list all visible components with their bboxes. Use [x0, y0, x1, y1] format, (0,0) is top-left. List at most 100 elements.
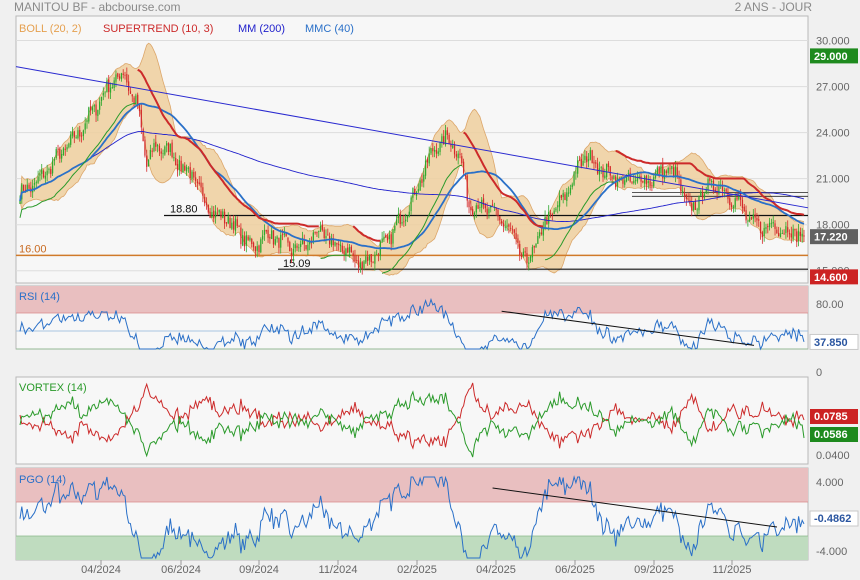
candle-body [584, 155, 586, 161]
candle-body [341, 245, 343, 252]
candle-body [233, 221, 235, 230]
pgo-plot: PGO (14) 4.000 -4.000 -0.4862 [16, 468, 859, 560]
candle-body [218, 209, 220, 213]
candle-body [319, 225, 322, 232]
pgo-tick-label: -4.000 [816, 546, 847, 558]
candle-body [792, 228, 794, 239]
candle-body [602, 167, 604, 178]
candle-body [142, 128, 144, 142]
candle-body [41, 169, 43, 174]
candle-body [312, 232, 314, 243]
candle-body [589, 150, 591, 160]
candle-body [26, 184, 28, 190]
candle-body [622, 178, 624, 184]
candle-body [644, 176, 646, 184]
candle-body [625, 175, 628, 182]
price-tag-text: 14.600 [814, 272, 848, 284]
candle-body [426, 159, 429, 163]
candle-body [653, 177, 655, 187]
candle-body [225, 222, 228, 224]
candle-body [674, 166, 677, 178]
candle-body [401, 222, 403, 224]
candle-body [122, 73, 124, 75]
candle-body [682, 190, 684, 192]
level-label: 15.09 [283, 258, 311, 270]
candle-body [472, 209, 474, 215]
candle-body [191, 171, 193, 180]
candle-body [663, 170, 666, 179]
candle-body [187, 167, 190, 169]
candle-body [220, 211, 222, 218]
candle-body [517, 238, 519, 243]
candle-body [636, 177, 639, 182]
candle-body [70, 134, 72, 145]
candle-body [734, 198, 736, 208]
x-tick-label: 09/2024 [239, 564, 279, 576]
candle-body [548, 212, 550, 224]
candle-body [578, 159, 581, 161]
candle-body [151, 150, 153, 152]
candle-body [95, 104, 97, 116]
candle-body [439, 141, 441, 152]
candle-body [117, 73, 119, 77]
candle-body [473, 212, 476, 215]
price-tag [810, 48, 858, 64]
candle-body [111, 87, 113, 88]
candle-body [238, 226, 240, 228]
candle-body [198, 182, 200, 184]
candle-body [339, 244, 342, 247]
candle-body [705, 189, 707, 194]
candle-body [783, 232, 785, 234]
candle-body [555, 208, 557, 211]
candle-body [575, 172, 577, 174]
candle-body [352, 253, 354, 257]
candle-body [488, 208, 490, 214]
candle-body [673, 167, 675, 176]
candle-body [146, 155, 148, 167]
candle-body [542, 228, 544, 236]
candle-body [348, 247, 351, 253]
rsi-trendline [501, 310, 755, 346]
candle-body [59, 149, 61, 159]
candle-body [44, 175, 46, 179]
candle-body [77, 130, 79, 139]
candle-body [338, 243, 340, 245]
price-tag-text: 17.220 [814, 232, 848, 244]
candle-body [399, 213, 401, 225]
candle-body [790, 233, 792, 238]
candle-body [118, 76, 121, 79]
candle-body [48, 168, 50, 170]
candle-body [254, 246, 257, 252]
candle-body [651, 185, 653, 187]
candle-body [520, 254, 523, 257]
candle-body [359, 262, 362, 268]
candle-body [738, 195, 740, 200]
candle-body [779, 233, 782, 238]
level-label: 16.00 [19, 243, 47, 255]
candle-body [669, 168, 671, 170]
candle-body [452, 145, 454, 148]
candle-body [100, 96, 103, 101]
candle-body [609, 166, 611, 176]
candle-body [298, 247, 300, 249]
candle-body [796, 231, 798, 243]
candle-body [595, 162, 597, 164]
candle-body [730, 204, 733, 208]
candle-body [109, 87, 112, 93]
candle-body [803, 235, 805, 237]
candle-body [747, 220, 749, 222]
candle-body [202, 187, 204, 196]
candle-body [392, 229, 394, 244]
candle-body [662, 164, 664, 179]
candle-body [598, 168, 601, 175]
ma40-line [19, 102, 805, 250]
candle-body [57, 148, 59, 150]
candle-body [245, 235, 247, 246]
candle-body [432, 148, 434, 152]
vortex-panel [15, 376, 809, 465]
candle-body [184, 165, 186, 171]
candle-body [305, 245, 307, 249]
candle-body [50, 169, 52, 175]
candle-body [289, 242, 291, 252]
candle-body [120, 73, 123, 80]
